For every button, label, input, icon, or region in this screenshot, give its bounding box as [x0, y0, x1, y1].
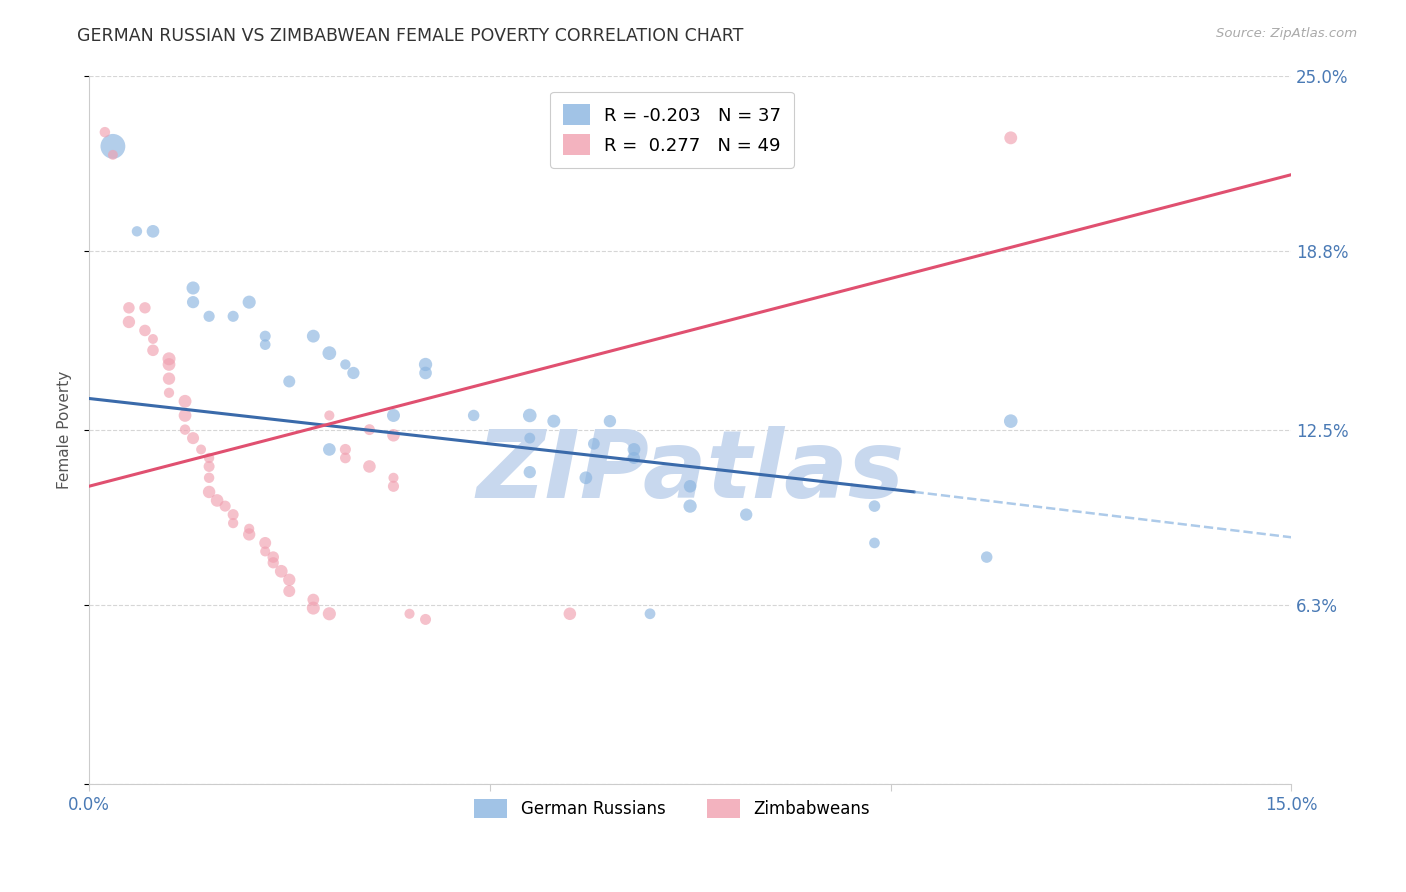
Point: [278, 584, 301, 599]
Point: [302, 329, 325, 343]
Point: [863, 499, 886, 513]
Point: [142, 343, 165, 358]
Point: [735, 508, 758, 522]
Point: [623, 450, 645, 465]
Point: [976, 550, 998, 565]
Point: [1000, 131, 1022, 145]
Point: [101, 139, 124, 153]
Point: [198, 450, 221, 465]
Point: [278, 375, 301, 389]
Point: [335, 358, 357, 372]
Point: [575, 471, 598, 485]
Point: [318, 409, 340, 423]
Legend: German Russians, Zimbabweans: German Russians, Zimbabweans: [467, 792, 877, 825]
Point: [238, 295, 260, 310]
Text: GERMAN RUSSIAN VS ZIMBABWEAN FEMALE POVERTY CORRELATION CHART: GERMAN RUSSIAN VS ZIMBABWEAN FEMALE POVE…: [77, 27, 744, 45]
Point: [101, 148, 124, 162]
Point: [335, 442, 357, 457]
Point: [543, 414, 565, 428]
Point: [142, 224, 165, 238]
Point: [222, 516, 245, 530]
Point: [214, 499, 236, 513]
Point: [198, 459, 221, 474]
Point: [679, 479, 702, 493]
Point: [262, 556, 284, 570]
Point: [174, 423, 197, 437]
Point: [118, 301, 141, 315]
Point: [679, 499, 702, 513]
Point: [318, 346, 340, 360]
Point: [157, 358, 180, 372]
Point: [463, 409, 485, 423]
Point: [157, 385, 180, 400]
Point: [519, 465, 541, 479]
Point: [415, 612, 437, 626]
Point: [519, 431, 541, 445]
Y-axis label: Female Poverty: Female Poverty: [58, 370, 72, 489]
Point: [254, 329, 277, 343]
Point: [222, 310, 245, 324]
Point: [302, 592, 325, 607]
Point: [382, 409, 405, 423]
Point: [181, 431, 204, 445]
Point: [318, 607, 340, 621]
Point: [302, 601, 325, 615]
Point: [181, 281, 204, 295]
Point: [1000, 414, 1022, 428]
Text: Source: ZipAtlas.com: Source: ZipAtlas.com: [1216, 27, 1357, 40]
Point: [359, 423, 381, 437]
Point: [335, 450, 357, 465]
Point: [174, 409, 197, 423]
Point: [254, 544, 277, 558]
Point: [125, 224, 148, 238]
Point: [134, 323, 156, 337]
Point: [118, 315, 141, 329]
Point: [342, 366, 364, 380]
Point: [382, 471, 405, 485]
Point: [278, 573, 301, 587]
Point: [382, 479, 405, 493]
Point: [94, 125, 117, 139]
Point: [270, 564, 292, 578]
Point: [181, 295, 204, 310]
Point: [262, 550, 284, 565]
Point: [198, 471, 221, 485]
Point: [558, 607, 581, 621]
Text: ZIPatlas: ZIPatlas: [477, 426, 904, 518]
Point: [157, 371, 180, 385]
Point: [318, 442, 340, 457]
Point: [382, 428, 405, 442]
Point: [254, 536, 277, 550]
Point: [398, 607, 420, 621]
Point: [415, 358, 437, 372]
Point: [134, 301, 156, 315]
Point: [142, 332, 165, 346]
Point: [638, 607, 661, 621]
Point: [238, 522, 260, 536]
Point: [238, 527, 260, 541]
Point: [254, 337, 277, 351]
Point: [863, 536, 886, 550]
Point: [157, 351, 180, 366]
Point: [190, 442, 212, 457]
Point: [205, 493, 228, 508]
Point: [599, 414, 621, 428]
Point: [198, 485, 221, 500]
Point: [582, 437, 605, 451]
Point: [415, 366, 437, 380]
Point: [198, 310, 221, 324]
Point: [222, 508, 245, 522]
Point: [623, 442, 645, 457]
Point: [359, 459, 381, 474]
Point: [174, 394, 197, 409]
Point: [519, 409, 541, 423]
